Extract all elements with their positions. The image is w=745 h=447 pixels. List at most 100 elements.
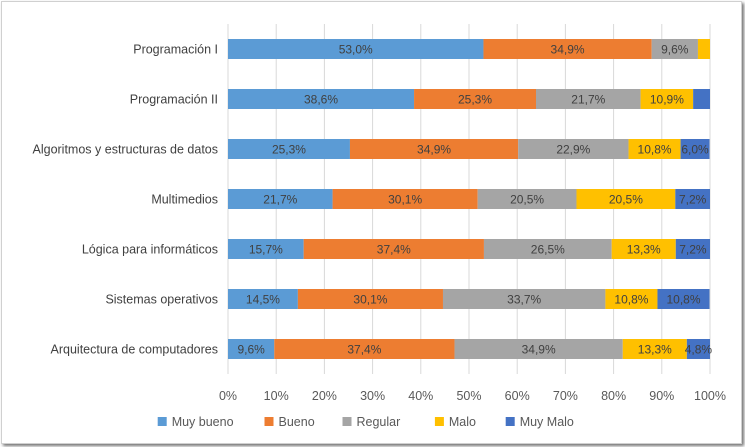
bar-segment (483, 39, 652, 59)
bar-segment (228, 189, 333, 209)
x-tick-label: 50% (456, 389, 481, 403)
bar-segment (640, 89, 694, 109)
x-tick-label: 90% (649, 389, 674, 403)
data-label: 21,7% (571, 93, 605, 107)
category-label: Multimedios (151, 193, 218, 207)
bar-segment (297, 289, 443, 309)
bar-segment (576, 189, 676, 209)
x-tick-label: 0% (219, 389, 237, 403)
legend-swatch (157, 417, 167, 426)
bar-segment (605, 289, 658, 309)
data-label: 20,5% (609, 193, 643, 207)
bar-segment (228, 139, 350, 159)
data-label: 7,2% (679, 193, 707, 207)
data-label: 20,5% (510, 193, 544, 207)
data-label: 21,7% (263, 193, 297, 207)
data-label: 34,9% (551, 43, 585, 57)
category-label: Lógica para informáticos (82, 243, 218, 257)
legend-swatch (342, 417, 352, 426)
data-label: 53,0% (339, 43, 373, 57)
bar-segment (611, 239, 676, 259)
bar-segment (303, 239, 484, 259)
x-tick-label: 10% (264, 389, 289, 403)
bar-segment (414, 89, 536, 109)
data-label: 30,1% (388, 193, 422, 207)
legend-label: Bueno (279, 415, 315, 429)
bar-segment (651, 39, 698, 59)
data-label: 34,9% (522, 343, 556, 357)
bar-segment (657, 289, 710, 309)
bar-segment (693, 89, 710, 109)
x-tick-label: 30% (360, 389, 385, 403)
data-label: 10,8% (638, 143, 672, 157)
legend-label: Regular (357, 415, 401, 429)
data-label: 15,7% (249, 243, 283, 257)
bar-segment (332, 189, 478, 209)
bar-segment (228, 39, 484, 59)
bar-segment (274, 339, 455, 359)
x-axis-ticks: 0% 10% 20% 30% 40% 50% 60% 70% 80% 90% 100% (219, 389, 726, 403)
data-label: 34,9% (417, 143, 451, 157)
bar-segment (680, 139, 710, 159)
data-label: 14,5% (246, 293, 280, 307)
category-label: Arquitectura de computadores (51, 343, 218, 357)
stacked-bar-chart: 53,0% 34,9% 9,6% 38,6% 25,3% 21,7% 10,9% 25,3% 3… (33, 24, 726, 429)
legend-swatch (264, 417, 274, 426)
category-label: Algoritmos y estructuras de datos (33, 143, 219, 157)
data-label: 4,8% (685, 343, 713, 357)
bar-segment (697, 39, 710, 59)
bar-segment (228, 239, 304, 259)
legend-swatch (434, 417, 444, 426)
x-tick-label: 100% (694, 389, 726, 403)
legend-label: Muy Malo (520, 415, 574, 429)
data-label: 26,5% (531, 243, 565, 257)
data-label: 9,6% (237, 343, 265, 357)
data-label: 22,9% (556, 143, 590, 157)
data-label: 33,7% (507, 293, 541, 307)
bar-segment (535, 89, 641, 109)
bar-segment (686, 339, 710, 359)
data-label: 10,8% (666, 293, 700, 307)
bar-segment (622, 339, 687, 359)
x-tick-label: 20% (312, 389, 337, 403)
bar-segment (675, 189, 710, 209)
data-label: 38,6% (304, 93, 338, 107)
bar-segment (518, 139, 629, 159)
bar-segment (228, 289, 298, 309)
bar-segment (349, 139, 519, 159)
bar-segment (228, 89, 415, 109)
bar-segment (675, 239, 710, 259)
bar-segment (628, 139, 681, 159)
bar-segment (228, 339, 275, 359)
legend: Muy bueno Bueno Regular Malo Muy Malo (157, 415, 574, 429)
category-label: Sistemas operativos (105, 293, 218, 307)
data-label: 13,3% (627, 243, 661, 257)
data-label: 6,0% (681, 143, 709, 157)
data-label: 10,8% (614, 293, 648, 307)
legend-swatch (505, 417, 515, 426)
data-label: 25,3% (272, 143, 306, 157)
data-label: 10,9% (650, 93, 684, 107)
category-label: Programación I (133, 43, 218, 57)
data-label: 30,1% (353, 293, 387, 307)
legend-label: Malo (449, 415, 476, 429)
data-label: 37,4% (377, 243, 411, 257)
data-label: 25,3% (458, 93, 492, 107)
bar-segment (454, 339, 623, 359)
x-tick-label: 80% (601, 389, 626, 403)
bar-segment (483, 239, 612, 259)
data-label: 13,3% (638, 343, 672, 357)
category-labels: Programación I Programación II Algoritmos … (33, 43, 219, 357)
legend-label: Muy bueno (172, 415, 234, 429)
data-labels: 53,0% 34,9% 9,6% 38,6% 25,3% 21,7% 10,9% 25,3% 3… (237, 43, 712, 357)
bar-segment (477, 189, 577, 209)
bars (228, 39, 710, 359)
data-label: 7,2% (679, 243, 707, 257)
data-label: 37,4% (347, 343, 381, 357)
category-label: Programación II (130, 93, 218, 107)
x-tick-label: 60% (505, 389, 530, 403)
x-tick-label: 40% (408, 389, 433, 403)
data-label: 9,6% (661, 43, 689, 57)
x-tick-label: 70% (553, 389, 578, 403)
